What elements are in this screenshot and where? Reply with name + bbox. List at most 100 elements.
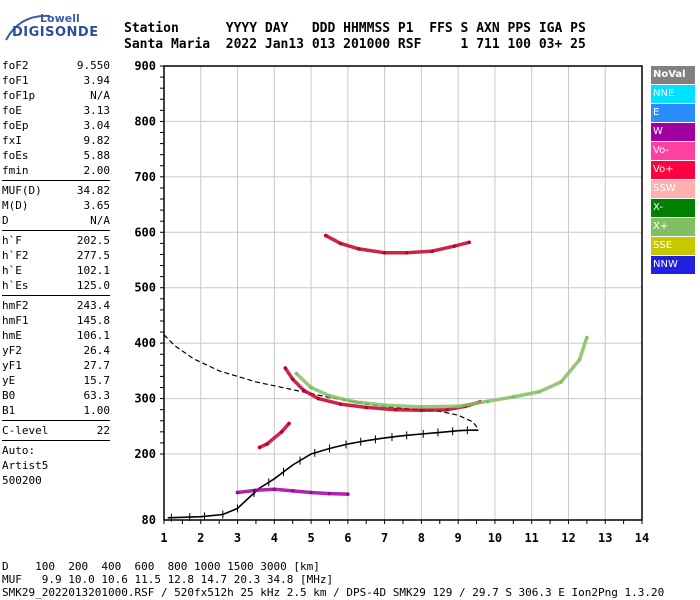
- param-label: foF1: [2, 74, 29, 87]
- legend-item: SSW: [651, 180, 695, 198]
- o-trace-F-multihop-point: [404, 250, 409, 255]
- param-value: 22: [96, 424, 110, 437]
- param-label: hmF2: [2, 299, 29, 312]
- o-trace-F-point: [364, 405, 369, 410]
- x-tick-label: 12: [561, 531, 575, 545]
- param-row: hmF2 243.4: [2, 298, 110, 313]
- param-label: yE: [2, 374, 16, 387]
- param-label: foEp: [2, 119, 29, 132]
- param-value: 15.7: [83, 374, 111, 387]
- low-layer-traces-point: [346, 492, 350, 496]
- y-tick-label: 600: [134, 225, 156, 239]
- x-tick-label: 8: [418, 531, 425, 545]
- param-label: foF1p: [2, 89, 36, 102]
- y-tick-label: 200: [134, 447, 156, 461]
- legend-item: X+: [651, 218, 695, 236]
- param-label: fmin: [2, 164, 29, 177]
- param-divider: [2, 420, 110, 421]
- o-trace-F-multihop-line: [324, 233, 471, 255]
- param-divider: [2, 180, 110, 181]
- param-row: D N/A: [2, 213, 110, 228]
- low-layer-traces-point: [309, 490, 313, 495]
- header-values-line: Santa Maria 2022 Jan13 013 201000 RSF 1 …: [124, 37, 586, 52]
- legend-item: NNW: [651, 256, 695, 274]
- param-label: M(D): [2, 199, 29, 212]
- o-trace-F-multihop-point: [452, 244, 457, 248]
- param-label: D: [2, 214, 9, 227]
- x-tick-label: 11: [524, 531, 538, 545]
- footer-file-line: SMK29_2022013201000.RSF / 520fx512h 25 k…: [2, 586, 665, 599]
- footer: D 100 200 400 600 800 1000 1500 3000 [km…: [2, 560, 664, 599]
- param-row: foEp 3.04: [2, 118, 110, 133]
- param-label: hmF1: [2, 314, 29, 327]
- x-trace-F-point: [294, 371, 299, 376]
- param-row: yF1 27.7: [2, 358, 110, 373]
- param-row: h`F2 277.5: [2, 248, 110, 263]
- x-trace-F-point: [419, 405, 424, 409]
- logo-line1: Lowell: [40, 12, 80, 25]
- param-value: 26.4: [83, 344, 111, 357]
- param-label: hmE: [2, 329, 22, 342]
- x-trace-F-point: [485, 399, 490, 404]
- param-divider: [2, 230, 110, 231]
- low-layer-traces-point: [272, 487, 277, 492]
- param-row: foEs 5.88: [2, 148, 110, 163]
- x-trace-F-point: [309, 385, 313, 390]
- param-divider: [2, 295, 110, 296]
- param-value: 3.65: [83, 199, 111, 212]
- param-label: B0: [2, 389, 16, 402]
- param-value: 102.1: [76, 264, 110, 277]
- x-tick-label: 9: [455, 531, 462, 545]
- x-tick-label: 10: [488, 531, 502, 545]
- param-row: yF2 26.4: [2, 343, 110, 358]
- E-trace-point: [265, 442, 269, 446]
- model-profile-dashed-line: [163, 334, 479, 430]
- param-row: foF1 3.94: [2, 73, 110, 88]
- param-value: 34.82: [76, 184, 110, 197]
- legend: NoVal NNE E W Vo- Vo+ SSW X- X+ SSE NNW: [651, 66, 695, 275]
- param-row: C-level 22: [2, 423, 110, 438]
- param-value: 243.4: [76, 299, 110, 312]
- lowell-digisonde-logo: Lowell DIGISONDE: [0, 10, 120, 50]
- x-trace-F-point: [456, 404, 460, 409]
- y-tick-label: 80: [142, 513, 156, 527]
- logo-line2: DIGISONDE: [12, 25, 99, 40]
- true-height-profile-line: [167, 429, 479, 519]
- y-tick-label: 800: [134, 114, 156, 128]
- footer-muf-line: MUF 9.9 10.0 10.6 11.5 12.8 14.7 20.3 34…: [2, 573, 334, 586]
- E-trace-point: [257, 445, 262, 450]
- param-label: yF2: [2, 344, 22, 357]
- param-value: 9.550: [76, 59, 110, 72]
- param-label: yF1: [2, 359, 22, 372]
- y-tick-label: 700: [134, 170, 156, 184]
- x-tick-label: 2: [197, 531, 204, 545]
- trace-layer: [163, 233, 589, 522]
- parameter-panel: foF2 9.550 foF1 3.94 foF1p N/A foE 3.13 foEp 3.04…: [2, 58, 110, 488]
- legend-item: E: [651, 104, 695, 122]
- param-label: foF2: [2, 59, 29, 72]
- o-trace-F-multihop-point: [467, 240, 471, 245]
- param-value: 3.13: [83, 104, 111, 117]
- footer-d-line: D 100 200 400 600 800 1000 1500 3000 [km…: [2, 560, 320, 573]
- o-trace-F-point: [301, 388, 306, 393]
- param-row: hmF1 145.8: [2, 313, 110, 328]
- o-trace-F-point: [393, 407, 398, 412]
- param-label: h`Es: [2, 279, 29, 292]
- param-value: 277.5: [76, 249, 110, 262]
- ionogram-chart: 1 2 3 4 5 6 7 8 9 10 11 12 13 14802003004005006007008…: [134, 59, 649, 545]
- param-label: C-level: [2, 424, 49, 437]
- param-row: hmE 106.1: [2, 328, 110, 343]
- param-label: fxI: [2, 134, 22, 147]
- axis-layer: 1 2 3 4 5 6 7 8 9 10 11 12 13 14802003004005006007008…: [134, 59, 649, 545]
- param-label: MUF(D): [2, 184, 42, 197]
- x-tick-label: 5: [307, 531, 314, 545]
- E-trace-point: [279, 430, 284, 434]
- o-trace-F-point: [290, 377, 295, 381]
- E-trace-point: [287, 421, 291, 426]
- param-row: MUF(D) 34.82: [2, 183, 110, 198]
- x-trace-F-point: [577, 357, 582, 362]
- x-trace-F-point: [511, 395, 516, 399]
- x-tick-label: 1: [160, 531, 167, 545]
- param-value: 5.88: [83, 149, 111, 162]
- low-layer-traces-point: [290, 489, 295, 493]
